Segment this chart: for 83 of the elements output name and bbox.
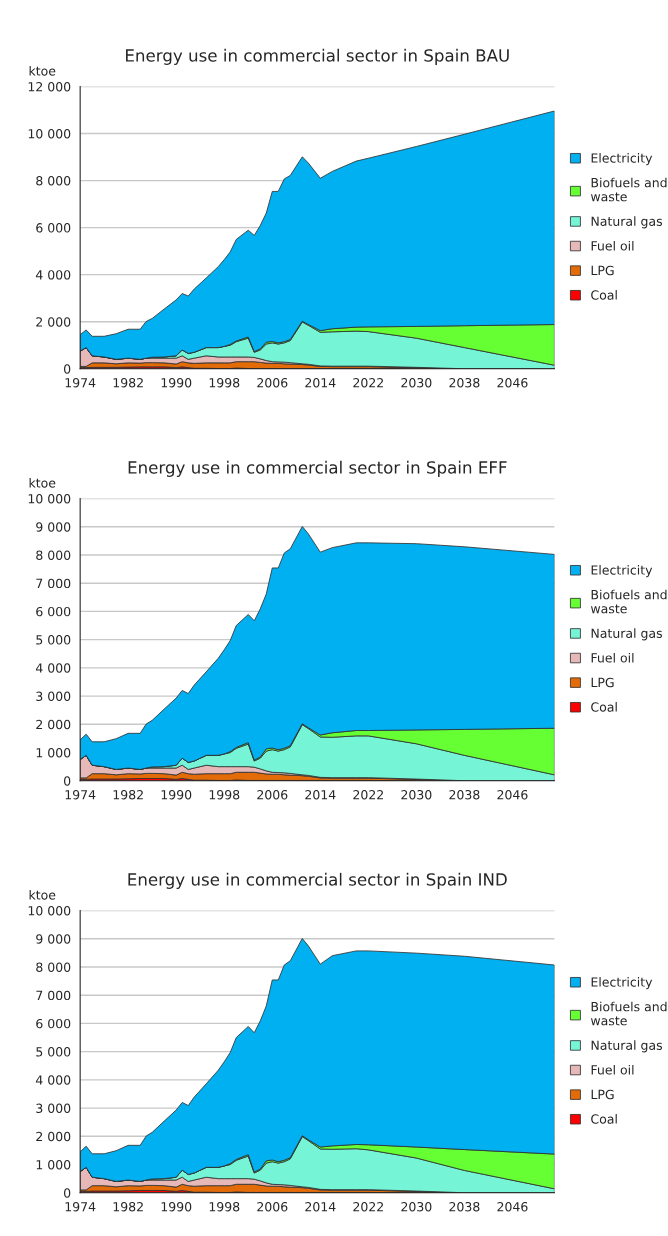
legend-label: LPG [591,265,614,276]
y-tick-label: 7 000 [36,990,71,1001]
y-tick-label: 10 000 [28,493,71,504]
x-tick-label: 2038 [449,789,480,800]
x-tick-label: 2014 [305,789,336,800]
chart-title: Energy use in commercial sector in Spain EFF [128,460,507,477]
y-tick-label: 2 000 [36,1131,71,1142]
y-tick-label: 1 000 [36,747,71,758]
chart-title: Energy use in commercial sector in Spain IND [128,872,507,889]
legend-label: Coal [591,702,617,712]
y-tick-label: 9 000 [36,522,71,532]
x-tick-label: 2046 [497,789,528,800]
x-tick-label: 2014 [305,377,336,388]
y-tick-label: 3 000 [36,691,71,701]
y-tick-label: 0 [64,1188,71,1198]
x-tick-label: 2030 [401,377,432,388]
x-tick-label: 2022 [353,377,383,388]
x-tick-label: 2046 [497,377,528,388]
y-tick-label: 0 [64,776,71,786]
y-axis-title: ktoe [29,889,56,900]
x-tick-label: 1982 [113,377,143,388]
y-tick-label: 6 000 [36,1018,71,1029]
y-tick-label: 4 000 [35,270,71,280]
y-tick-label: 10 000 [28,129,71,139]
legend-label: LPG [591,1089,614,1100]
x-tick-label: 1974 [65,377,96,388]
x-tick-label: 2014 [305,1201,336,1212]
x-tick-label: 1974 [65,1201,96,1212]
y-tick-label: 8 000 [36,550,71,560]
y-tick-label: 1 000 [36,1159,71,1170]
legend-label: Electricity [591,977,653,990]
y-tick-label: 4 000 [35,1075,71,1085]
legend-label: Biofuels and waste [590,589,667,614]
x-tick-label: 1998 [209,377,240,388]
y-tick-label: 6 000 [36,223,71,233]
y-tick-label: 12 000 [28,81,71,92]
legend-label: Electricity [591,565,653,578]
legend-label: Natural gas [591,216,663,229]
x-tick-label: 2006 [257,377,288,388]
x-tick-label: 2030 [401,789,432,800]
legend-label: Biofuels and waste [590,1001,667,1026]
x-tick-label: 2038 [449,377,480,388]
x-tick-label: 2030 [401,1201,432,1212]
legend-label: Fuel oil [591,652,634,663]
x-tick-label: 2022 [353,1201,383,1212]
y-tick-label: 9 000 [36,934,71,944]
y-tick-label: 5 000 [36,635,71,645]
legend-label: Natural gas [591,628,663,641]
legend-label: Coal [591,1114,617,1124]
legend-label: Fuel oil [591,240,634,251]
y-axis-title: ktoe [29,65,56,76]
x-tick-label: 2006 [257,1201,288,1212]
x-tick-label: 1974 [65,789,96,800]
legend-label: Biofuels and waste [590,177,667,202]
y-axis-title: ktoe [29,477,56,488]
y-tick-label: 4 000 [35,663,71,673]
x-tick-label: 1998 [209,789,240,800]
x-tick-label: 2022 [353,789,383,800]
x-tick-label: 1990 [161,1201,192,1212]
y-tick-label: 10 000 [28,905,71,916]
x-tick-label: 1982 [113,1201,143,1212]
x-tick-label: 1998 [209,1201,240,1212]
x-tick-label: 1982 [113,789,143,800]
legend-label: Fuel oil [591,1064,634,1075]
y-tick-label: 0 [64,364,71,374]
x-tick-label: 2006 [257,789,288,800]
y-tick-label: 2 000 [36,719,71,730]
y-tick-label: 5 000 [36,1047,71,1057]
legend-label: LPG [591,677,614,688]
y-tick-label: 2 000 [36,317,71,327]
y-tick-label: 8 000 [36,962,71,972]
x-tick-label: 2038 [449,1201,480,1212]
y-tick-label: 8 000 [36,176,71,186]
chart-title: Energy use in commercial sector in Spain BAU [126,48,509,65]
legend-label: Coal [591,290,617,300]
legend-label: Electricity [591,153,653,166]
legend-label: Natural gas [591,1040,663,1053]
y-tick-label: 6 000 [36,606,71,617]
x-tick-label: 2046 [497,1201,528,1212]
x-tick-label: 1990 [161,789,192,800]
y-tick-label: 7 000 [36,578,71,589]
y-tick-label: 3 000 [36,1103,71,1113]
x-tick-label: 1990 [161,377,192,388]
